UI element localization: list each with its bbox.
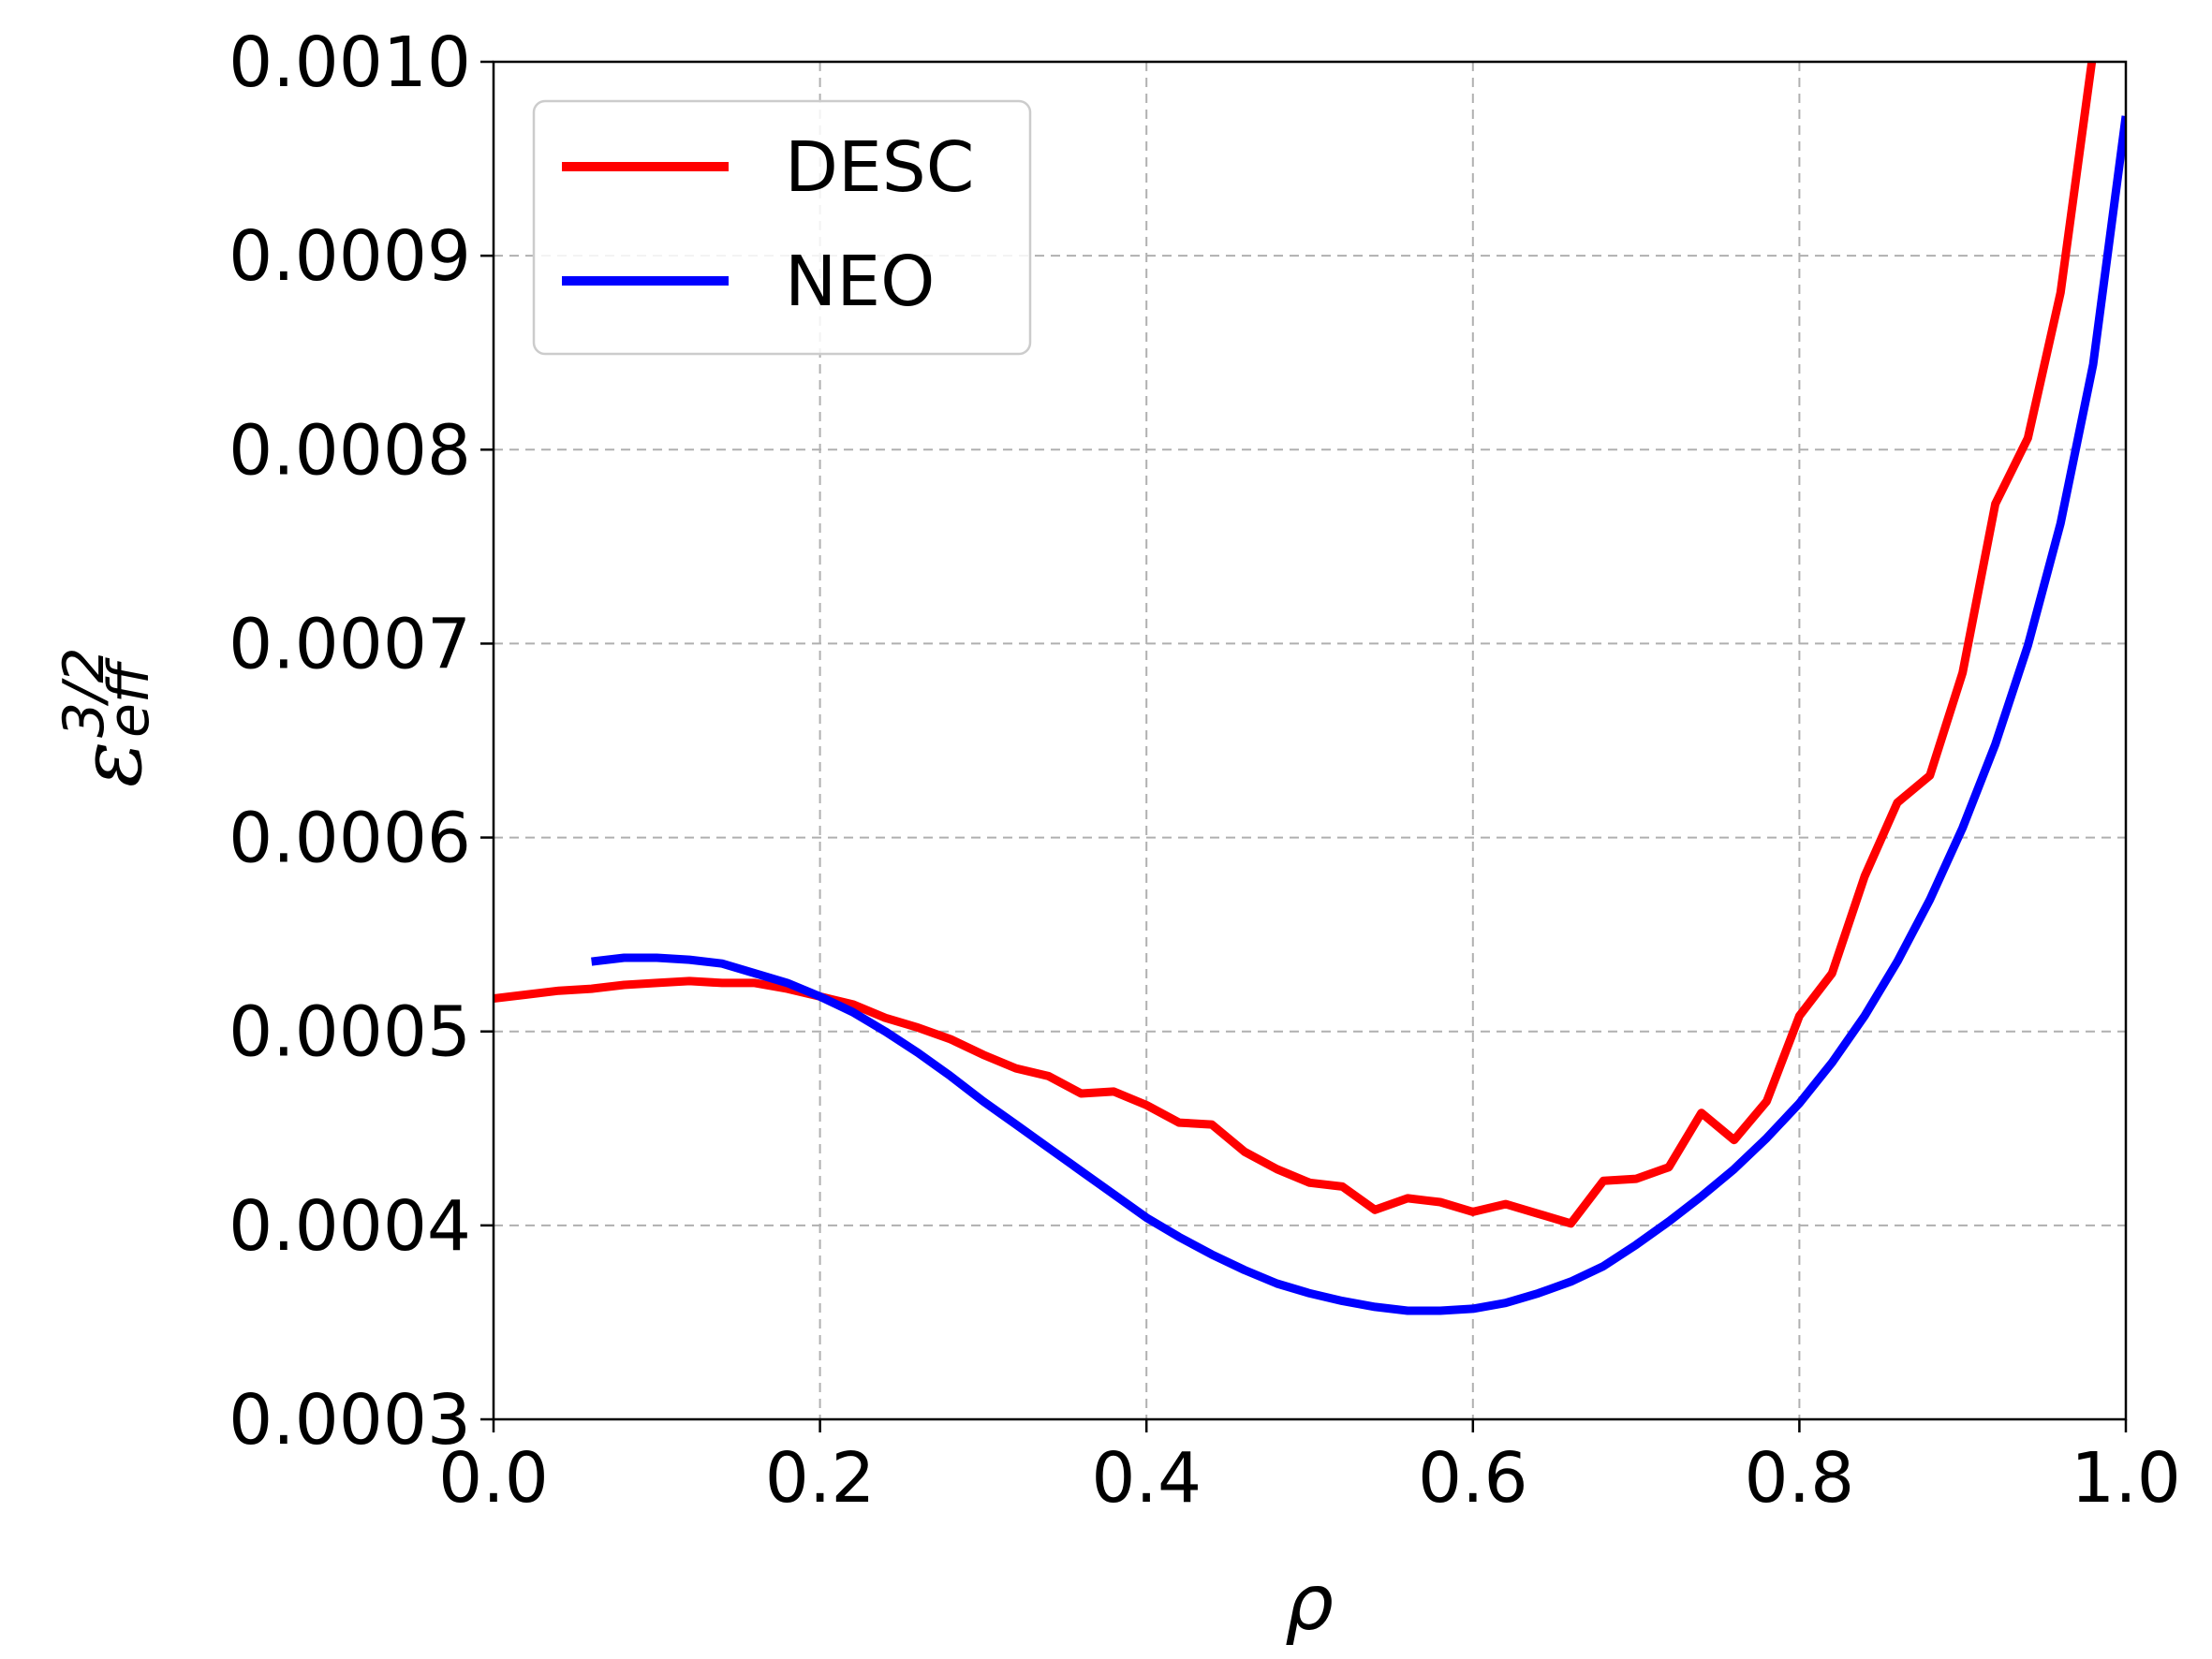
x-axis-label: ρ <box>1285 1559 1334 1648</box>
plot-frame <box>492 60 2128 1421</box>
y-axis-label-subscript: eff <box>96 657 162 738</box>
series-line-neo <box>591 115 2126 1315</box>
y-tick-label: 0.0010 <box>229 22 471 103</box>
x-tick-label: 0.0 <box>438 1438 549 1519</box>
y-tick-label: 0.0005 <box>229 992 471 1073</box>
y-axis-label: ε 3/2 eff <box>52 647 162 787</box>
y-axis-label-superscript: 3/2 <box>52 647 117 738</box>
x-tick-label: 0.8 <box>1745 1438 1855 1519</box>
x-tick-label: 1.0 <box>2071 1438 2181 1519</box>
x-tick-label: 0.2 <box>765 1438 876 1519</box>
legend: DESC NEO <box>532 99 1032 356</box>
y-tick-label: 0.0008 <box>229 410 471 491</box>
series-line-desc <box>494 62 2097 1228</box>
y-tick-label: 0.0007 <box>229 604 471 684</box>
y-tick-label: 0.0004 <box>229 1186 471 1267</box>
x-tick-label: 0.6 <box>1418 1438 1528 1519</box>
y-tick-label: 0.0006 <box>229 799 471 879</box>
svg-text:ε: ε <box>61 741 161 787</box>
y-tick-label: 0.0009 <box>229 216 471 297</box>
ticks: 0.0 0.2 0.4 0.6 0.8 1.0 0.0003 0.0004 0.0005 0.00… <box>229 22 2181 1519</box>
x-tick-label: 0.4 <box>1091 1438 1202 1519</box>
legend-label-desc: DESC <box>785 127 974 208</box>
legend-label-neo: NEO <box>785 242 935 322</box>
y-axis-label-base: ε <box>61 741 161 787</box>
series-layer <box>494 62 2126 1315</box>
y-tick-label: 0.0003 <box>229 1380 471 1461</box>
grid <box>493 61 2127 1420</box>
